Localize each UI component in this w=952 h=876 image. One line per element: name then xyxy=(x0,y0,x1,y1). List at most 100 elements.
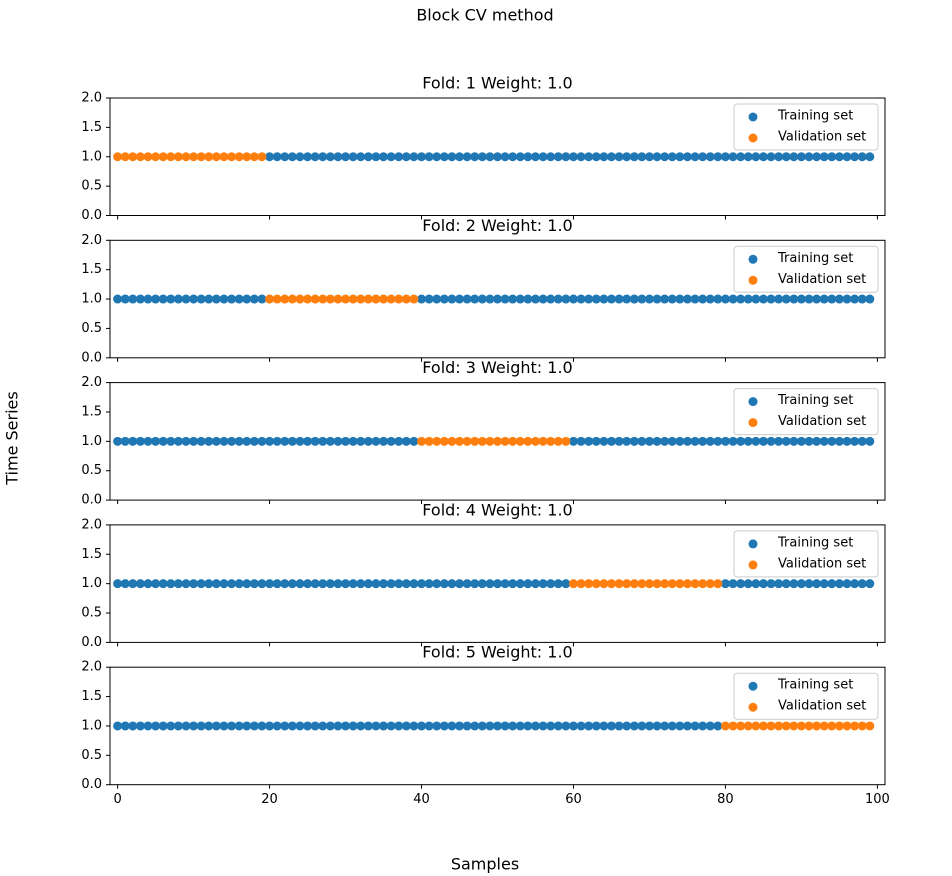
scatter-point xyxy=(834,436,844,446)
scatter-point xyxy=(386,152,396,162)
scatter-point xyxy=(599,579,609,589)
scatter-point xyxy=(568,294,578,304)
legend-box xyxy=(733,245,879,293)
scatter-point xyxy=(675,152,685,162)
scatter-point xyxy=(424,294,434,304)
scatter-point xyxy=(713,436,723,446)
scatter-point xyxy=(796,294,806,304)
scatter-point xyxy=(204,294,214,304)
scatter-point xyxy=(622,436,632,446)
y-axis-label: Time Series xyxy=(3,391,22,485)
scatter-point xyxy=(379,436,389,446)
scatter-point xyxy=(728,721,738,731)
scatter-point xyxy=(508,294,518,304)
scatter-point xyxy=(120,152,130,162)
scatter-point xyxy=(758,294,768,304)
scatter-point xyxy=(447,152,457,162)
scatter-point xyxy=(485,152,495,162)
scatter-point xyxy=(743,721,753,731)
scatter-point xyxy=(219,436,229,446)
scatter-point xyxy=(287,152,297,162)
scatter-point xyxy=(272,436,282,446)
scatter-point xyxy=(834,152,844,162)
scatter-point xyxy=(143,294,153,304)
scatter-point xyxy=(690,579,700,589)
scatter-point xyxy=(462,436,472,446)
scatter-point xyxy=(606,152,616,162)
scatter-point xyxy=(842,579,852,589)
scatter-point xyxy=(796,436,806,446)
scatter-point xyxy=(234,436,244,446)
scatter-point xyxy=(614,579,624,589)
scatter-point xyxy=(439,152,449,162)
scatter-point xyxy=(561,152,571,162)
legend-marker xyxy=(748,418,758,428)
scatter-point xyxy=(470,579,480,589)
scatter-point xyxy=(189,294,199,304)
scatter-point xyxy=(827,579,837,589)
scatter-point xyxy=(751,294,761,304)
scatter-point xyxy=(341,721,351,731)
scatter-point xyxy=(303,579,313,589)
scatter-point xyxy=(401,721,411,731)
scatter-point xyxy=(705,721,715,731)
scatter-point xyxy=(432,721,442,731)
legend-label: Training set xyxy=(777,251,853,266)
scatter-point xyxy=(606,721,616,731)
scatter-point xyxy=(379,721,389,731)
y-tick-label: 1.0 xyxy=(81,576,102,591)
scatter-point xyxy=(842,152,852,162)
scatter-point xyxy=(584,294,594,304)
scatter-point xyxy=(827,721,837,731)
scatter-point xyxy=(629,579,639,589)
scatter-point xyxy=(249,579,259,589)
scatter-point xyxy=(166,436,176,446)
legend-box xyxy=(733,103,879,151)
scatter-point xyxy=(371,721,381,731)
scatter-point xyxy=(720,721,730,731)
scatter-point xyxy=(151,436,161,446)
scatter-point xyxy=(173,152,183,162)
scatter-point xyxy=(265,294,275,304)
scatter-point xyxy=(515,436,525,446)
scatter-point xyxy=(417,294,427,304)
scatter-point xyxy=(470,152,480,162)
x-axis-label: Samples xyxy=(451,855,519,874)
y-tick-label: 0.5 xyxy=(81,179,102,194)
scatter-point xyxy=(424,152,434,162)
scatter-point xyxy=(728,436,738,446)
scatter-point xyxy=(850,436,860,446)
scatter-point xyxy=(713,294,723,304)
y-tick-label: 0.0 xyxy=(81,208,102,223)
scatter-point xyxy=(675,579,685,589)
y-tick-label: 0.5 xyxy=(81,606,102,621)
scatter-point xyxy=(242,579,252,589)
scatter-point xyxy=(173,294,183,304)
scatter-point xyxy=(819,152,829,162)
scatter-point xyxy=(439,294,449,304)
scatter-point xyxy=(295,721,305,731)
axes-frame xyxy=(109,97,886,216)
scatter-point xyxy=(660,579,670,589)
scatter-point xyxy=(211,579,221,589)
scatter-point xyxy=(363,579,373,589)
scatter-point xyxy=(318,721,328,731)
scatter-point xyxy=(751,436,761,446)
scatter-point xyxy=(690,436,700,446)
scatter-point xyxy=(728,579,738,589)
scatter-point xyxy=(158,721,168,731)
scatter-point xyxy=(348,579,358,589)
scatter-point xyxy=(644,152,654,162)
scatter-point xyxy=(584,721,594,731)
scatter-point xyxy=(189,152,199,162)
scatter-point xyxy=(857,579,867,589)
scatter-point xyxy=(470,436,480,446)
scatter-point xyxy=(781,579,791,589)
legend-label: Validation set xyxy=(778,130,866,145)
scatter-point xyxy=(455,152,465,162)
scatter-point xyxy=(515,721,525,731)
scatter-point xyxy=(720,294,730,304)
scatter-point xyxy=(568,436,578,446)
scatter-point xyxy=(789,152,799,162)
scatter-point xyxy=(409,152,419,162)
